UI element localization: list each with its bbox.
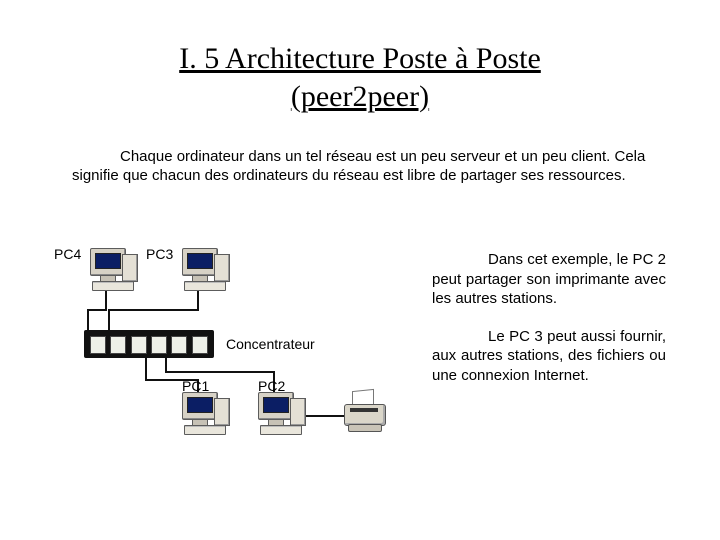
page: I. 5 Architecture Poste à Poste (peer2pe… — [0, 0, 720, 540]
hub-port — [171, 336, 187, 354]
hub-port — [131, 336, 147, 354]
hub-port — [192, 336, 208, 354]
hub-port — [110, 336, 126, 354]
pc-icon — [88, 246, 136, 294]
wire — [109, 290, 198, 334]
right-paragraph-2: Le PC 3 peut aussi fournir, aux autres s… — [432, 327, 666, 386]
pc-label: PC3 — [146, 246, 173, 262]
pc-icon — [180, 390, 228, 438]
right-p1-text: Dans cet exemple, le PC 2 peut partager … — [432, 251, 666, 307]
right-column: Dans cet exemple, le PC 2 peut partager … — [432, 250, 666, 403]
network-diagram: PC4 PC3 PC1 PC2 Concentrateur — [30, 228, 430, 458]
pc-label: PC4 — [54, 246, 81, 262]
wire — [88, 290, 106, 334]
page-title: I. 5 Architecture Poste à Poste (peer2pe… — [0, 40, 720, 115]
hub-port — [151, 336, 167, 354]
right-paragraph-1: Dans cet exemple, le PC 2 peut partager … — [432, 250, 666, 309]
title-line-1: I. 5 Architecture Poste à Poste — [179, 42, 541, 75]
printer-icon — [342, 396, 386, 432]
title-line-2: (peer2peer) — [291, 80, 429, 113]
hub-icon — [84, 330, 214, 358]
right-p2-text: Le PC 3 peut aussi fournir, aux autres s… — [432, 328, 666, 384]
pc-label: PC1 — [182, 378, 209, 394]
intro-paragraph: Chaque ordinateur dans un tel réseau est… — [72, 148, 668, 186]
pc-icon — [180, 246, 228, 294]
hub-port — [90, 336, 106, 354]
pc-label: PC2 — [258, 378, 285, 394]
pc-icon — [256, 390, 304, 438]
intro-text: Chaque ordinateur dans un tel réseau est… — [72, 148, 645, 184]
hub-label: Concentrateur — [226, 336, 315, 352]
